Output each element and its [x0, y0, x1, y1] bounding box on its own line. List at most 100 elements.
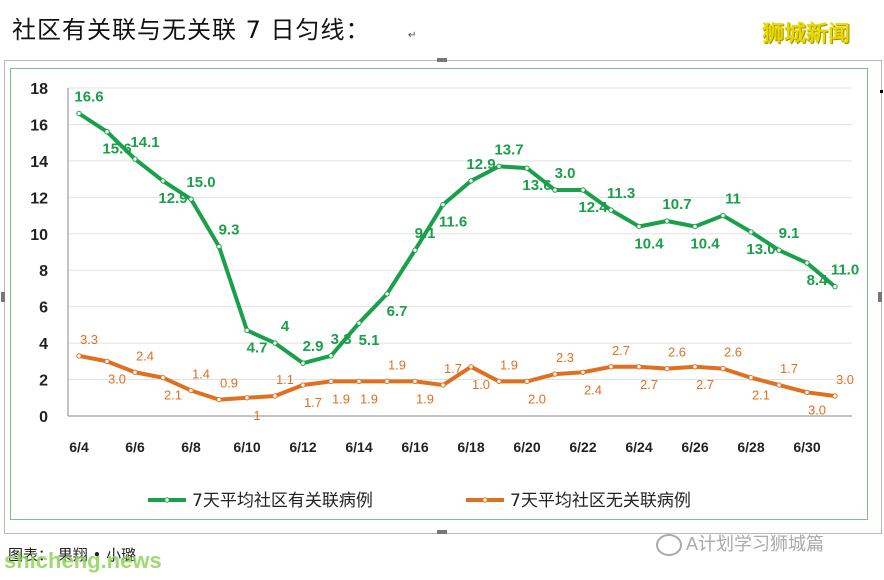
data-point — [496, 163, 502, 170]
y-tick-label: 14 — [30, 154, 48, 171]
data-point — [496, 378, 502, 385]
data-label: 2.7 — [640, 377, 658, 392]
data-point — [216, 243, 222, 250]
x-tick-label: 6/22 — [569, 439, 596, 455]
x-tick-label: 6/18 — [457, 439, 484, 455]
frame-handle-top[interactable] — [437, 58, 447, 62]
data-label: 8.4 — [807, 272, 829, 289]
series-line-2 — [77, 353, 837, 402]
paragraph-mark: ↵ — [408, 30, 417, 41]
data-label: 9.3 — [219, 222, 240, 239]
data-point — [188, 387, 194, 394]
data-label: 2.4 — [584, 382, 602, 397]
data-label: 12.4 — [578, 199, 608, 216]
data-point — [664, 365, 670, 372]
data-label: 3.0 — [108, 371, 126, 386]
x-tick-label: 6/30 — [793, 439, 820, 455]
data-label: 13.7 — [494, 141, 523, 158]
data-label: 1 — [253, 408, 260, 423]
data-point — [132, 369, 138, 375]
data-label: 1.7 — [444, 361, 462, 376]
data-point — [160, 178, 166, 184]
data-label: 2.1 — [164, 388, 182, 403]
x-tick-label: 6/6 — [125, 439, 145, 455]
data-label: 14.1 — [130, 134, 159, 151]
data-label: 3.0 — [836, 372, 854, 387]
y-tick-label: 8 — [39, 263, 48, 280]
data-point — [524, 378, 530, 385]
x-tick-label: 6/16 — [401, 439, 428, 455]
data-point — [608, 207, 614, 213]
data-point — [244, 395, 250, 401]
data-point — [664, 218, 670, 224]
data-point — [524, 165, 530, 171]
data-label: 2.7 — [612, 343, 630, 358]
data-point — [552, 371, 558, 377]
x-tick-label: 6/8 — [181, 439, 201, 455]
data-point — [104, 129, 110, 135]
data-label: 3.0 — [555, 165, 576, 182]
data-label: 1.0 — [472, 377, 490, 392]
data-label: 1.9 — [360, 391, 378, 406]
data-point — [272, 340, 278, 346]
x-tick-label: 6/26 — [681, 439, 708, 455]
data-point — [76, 353, 82, 359]
data-point — [440, 201, 446, 208]
data-point — [132, 156, 138, 162]
frame-handle-right[interactable] — [878, 292, 882, 302]
data-label: 2.7 — [696, 377, 714, 392]
data-label: 3.3 — [80, 332, 98, 347]
data-point — [748, 375, 754, 381]
data-label: 2.3 — [556, 350, 574, 365]
data-point — [692, 223, 698, 230]
grid-lines — [68, 87, 852, 417]
data-point — [636, 223, 642, 230]
data-point — [384, 291, 390, 297]
data-point — [300, 382, 306, 388]
data-label: 11.6 — [439, 214, 467, 231]
data-point — [412, 247, 418, 253]
data-point — [328, 378, 334, 385]
data-label: 12.9 — [158, 190, 187, 207]
data-label: 2.6 — [668, 345, 686, 360]
legend-marker — [164, 497, 170, 503]
data-point — [300, 360, 306, 366]
x-tick-label: 6/28 — [737, 439, 764, 455]
data-point — [608, 364, 614, 370]
series-lines: 16.615.614.112.915.09.34.742.9 3.3 5.16.79… — [74, 89, 859, 423]
data-label: 9.1 — [779, 225, 800, 242]
data-label: 13.6 — [522, 177, 551, 194]
data-label: 9.1 — [415, 225, 436, 242]
legend-label: 7天平均社区有关联病例 — [192, 491, 373, 511]
data-label: 3.3 — [331, 331, 352, 348]
data-point — [552, 187, 558, 193]
brand-logo: 狮城新闻 — [762, 22, 851, 47]
chart-credit: 图表： 果翔 • 小璐 — [8, 546, 137, 564]
data-point — [412, 378, 418, 385]
data-point — [440, 382, 446, 388]
x-tick-label: 6/10 — [233, 439, 260, 455]
y-tick-label: 16 — [30, 117, 48, 134]
data-point — [804, 389, 810, 396]
data-point — [356, 378, 362, 385]
data-point — [636, 364, 642, 370]
frame-handle-left[interactable] — [1, 292, 5, 302]
data-point — [832, 283, 838, 290]
frame-handle-bottom[interactable] — [437, 530, 447, 534]
y-axis: 0 2 4 6 8 10 12 14 16 18 — [30, 81, 69, 426]
data-label: 3.0 — [808, 402, 826, 417]
data-label: 15.6 — [102, 141, 131, 158]
data-label: 1.9 — [416, 391, 434, 406]
data-label: 1.7 — [304, 395, 322, 410]
y-tick-label: 18 — [30, 81, 48, 98]
data-point — [580, 187, 586, 193]
data-label: 2.4 — [136, 348, 154, 363]
data-point — [776, 382, 782, 388]
data-point — [748, 229, 754, 235]
data-point — [216, 396, 222, 403]
data-label: 10.7 — [662, 196, 691, 213]
y-tick-label: 12 — [30, 190, 48, 207]
x-tick-label: 6/24 — [625, 439, 652, 455]
data-label: 16.6 — [74, 89, 103, 106]
